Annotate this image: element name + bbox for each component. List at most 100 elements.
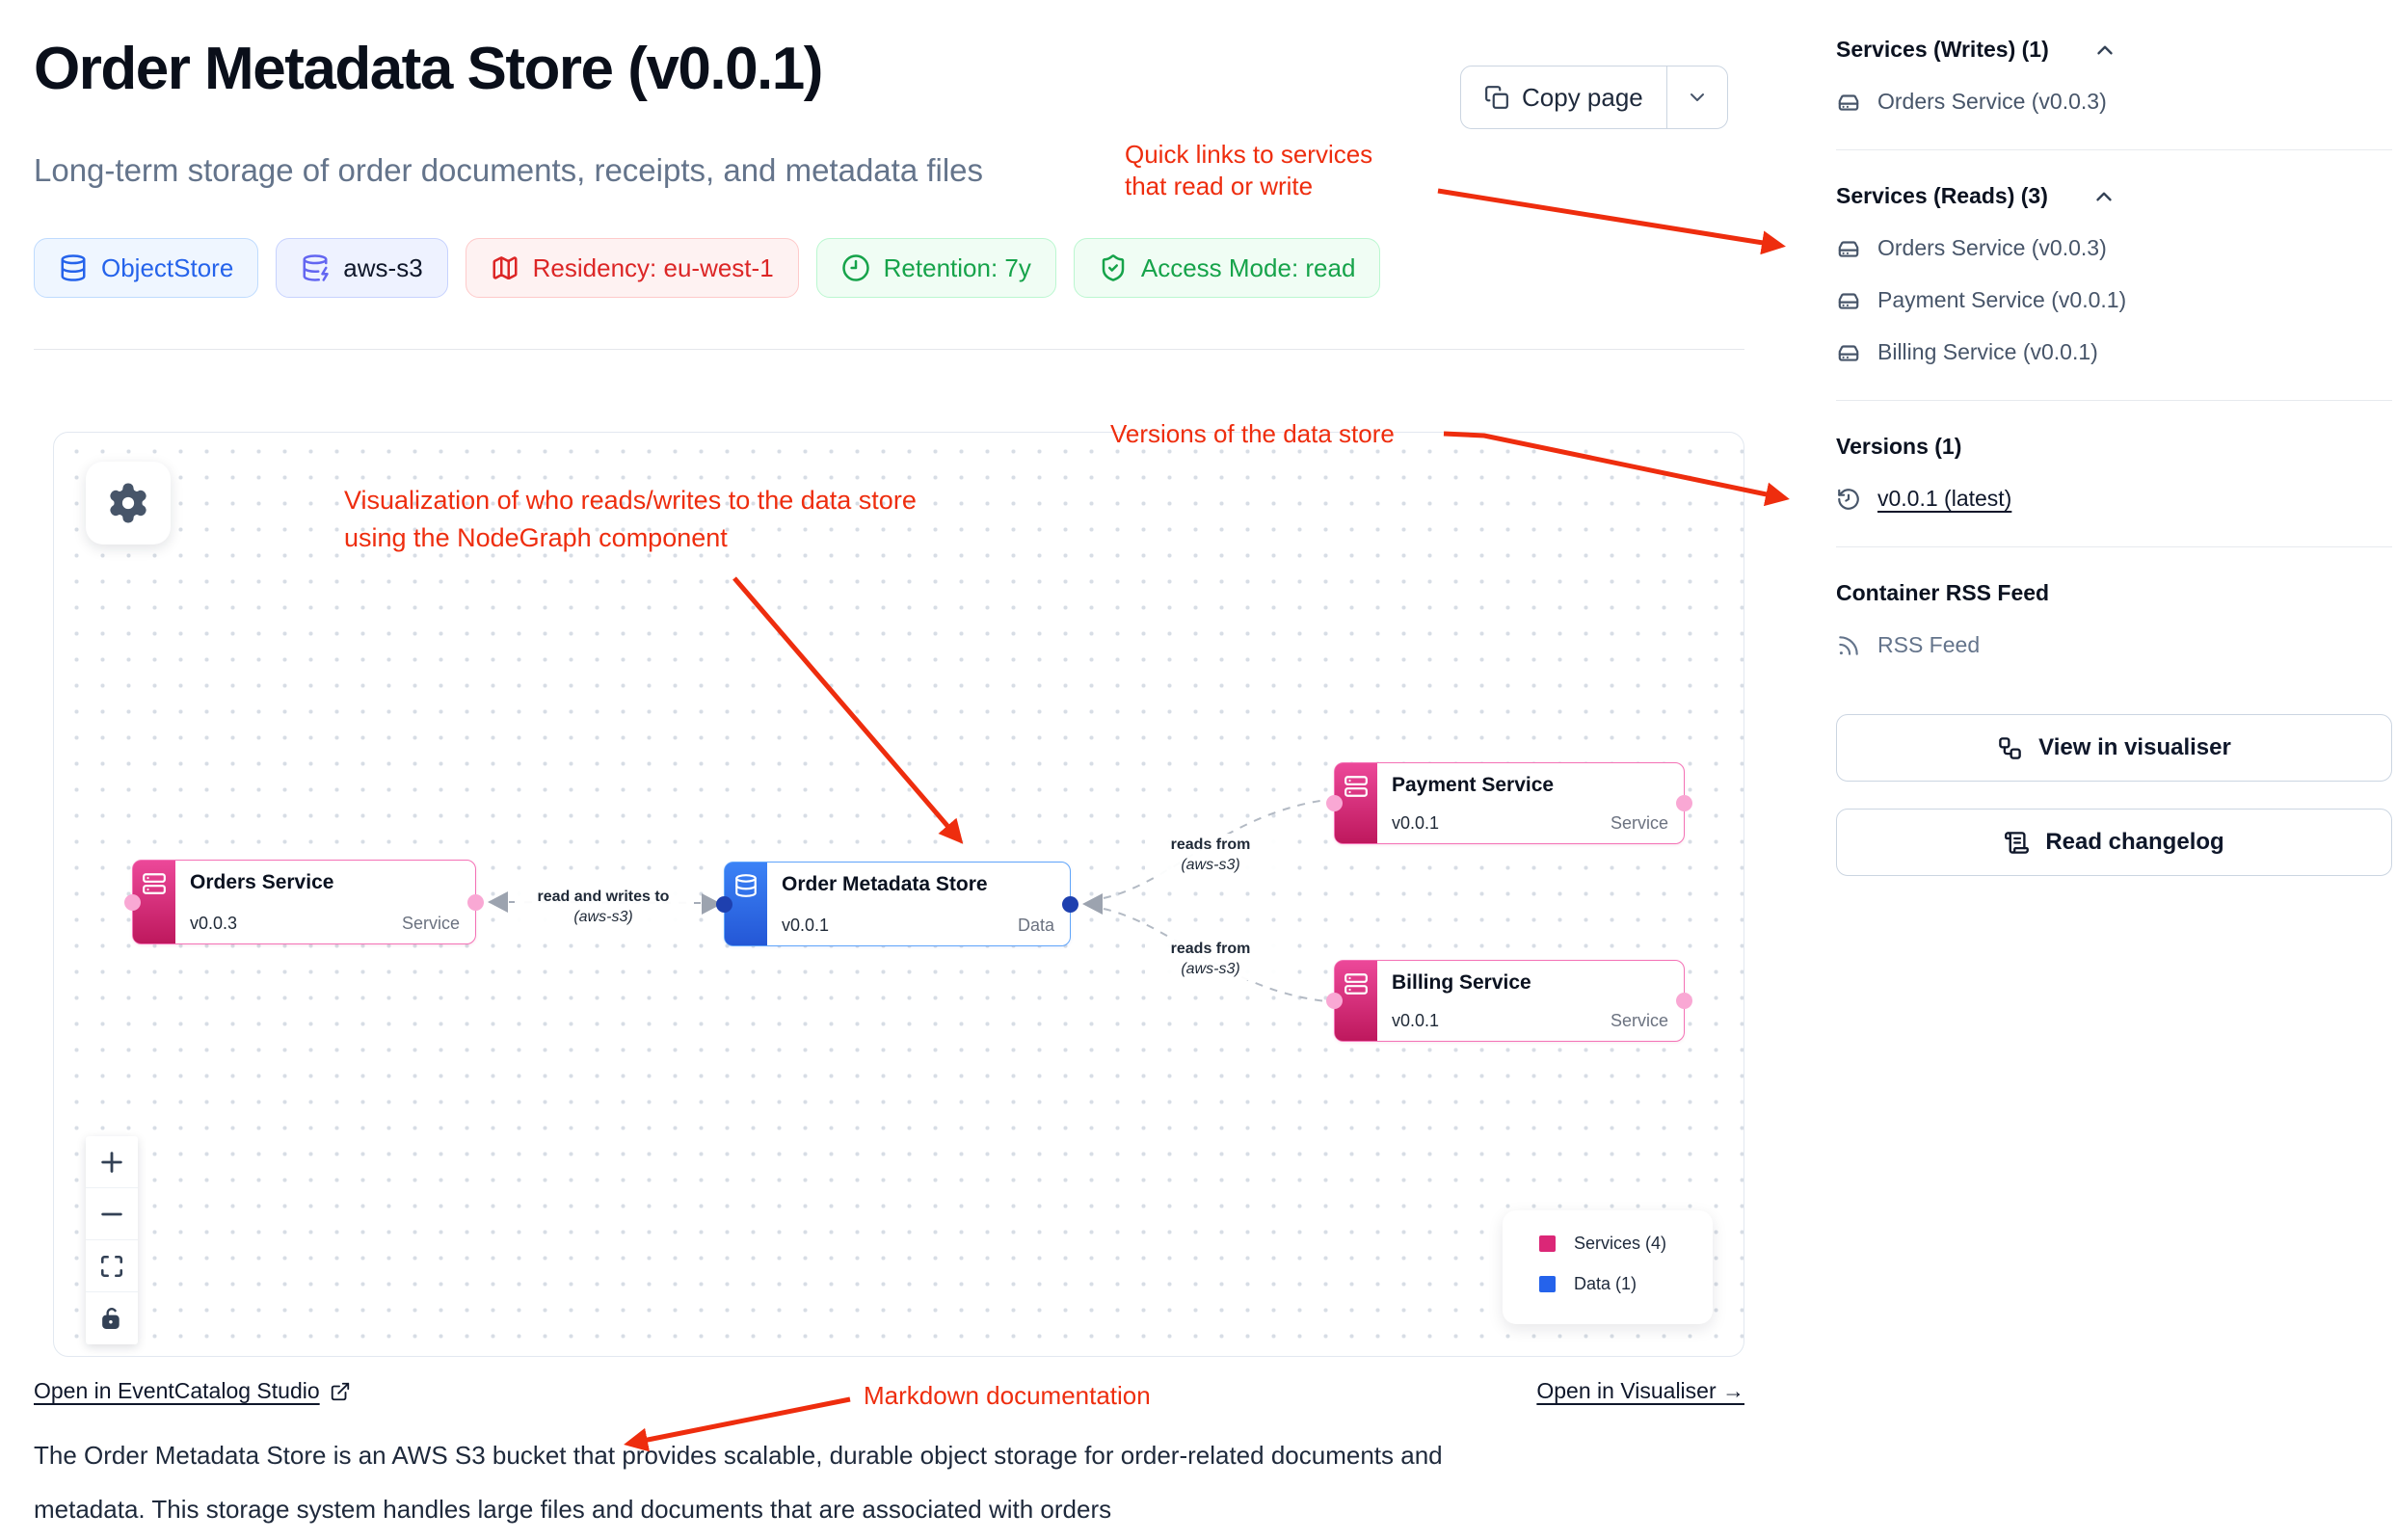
connector-dot[interactable]: [467, 893, 484, 911]
legend-item-data[interactable]: Data (1): [1539, 1274, 1713, 1294]
node-version: v0.0.1: [1392, 813, 1440, 833]
sidebar-heading-services-writes: Services (Writes) (1): [1836, 37, 2392, 63]
chevron-up-icon[interactable]: [2092, 38, 2117, 63]
map-icon: [491, 253, 519, 282]
read-changelog-button[interactable]: Read changelog: [1836, 809, 2392, 876]
plus-icon: [101, 1151, 122, 1173]
annotation-quick-links: Quick links to services that read or wri…: [1125, 140, 1373, 200]
minus-icon: [101, 1212, 122, 1215]
node-title: Payment Service: [1392, 774, 1555, 796]
open-in-visualiser-link[interactable]: Open in Visualiser →: [1536, 1378, 1744, 1403]
sidebar-actions: View in visualiser Read changelog: [1836, 714, 2392, 876]
open-in-eventcatalog-studio-link[interactable]: Open in EventCatalog Studio: [34, 1378, 351, 1404]
copy-page-split-button: Copy page: [1460, 66, 1729, 129]
database-zap-icon: [301, 253, 330, 282]
legend-swatch-services: [1539, 1235, 1556, 1252]
edge-label-read-write: read and writes to (aws-s3): [515, 886, 692, 928]
graph-node-orders-service[interactable]: Orders Service v0.0.3 Service: [124, 860, 484, 944]
badge-row: ObjectStore aws-s3 Residency: eu-west-1 …: [34, 238, 1381, 298]
studio-link-label: Open in EventCatalog Studio: [34, 1378, 320, 1403]
badge-objectstore[interactable]: ObjectStore: [34, 238, 259, 298]
legend-label: Services (4): [1574, 1234, 1667, 1253]
external-link-icon: [330, 1381, 351, 1402]
server-icon: [1344, 973, 1368, 995]
markdown-documentation-paragraph: The Order Metadata Store is an AWS S3 bu…: [34, 1441, 1443, 1524]
graph-node-billing-service[interactable]: Billing Service v0.0.1 Service: [1326, 960, 1692, 1042]
graph-node-payment-service[interactable]: Payment Service v0.0.1 Service: [1326, 762, 1692, 844]
badge-access-mode[interactable]: Access Mode: read: [1073, 238, 1381, 298]
edge-label-reads-from-payment: reads from (aws-s3): [1145, 834, 1276, 876]
node-type: Service: [1610, 1011, 1668, 1030]
node-graph-canvas[interactable]: read and writes to (aws-s3) reads from (…: [53, 432, 1744, 1357]
node-type: Service: [1610, 813, 1668, 833]
database-icon: [735, 874, 757, 897]
gear-icon: [106, 481, 150, 525]
graph-controls: [86, 1136, 138, 1344]
legend-item-services[interactable]: Services (4): [1539, 1234, 1713, 1254]
badge-retention[interactable]: Retention: 7y: [815, 238, 1056, 298]
badge-label: ObjectStore: [101, 252, 234, 282]
copy-page-label: Copy page: [1522, 82, 1643, 112]
sidebar: Services (Writes) (1) Orders Service (v0…: [1836, 37, 2392, 903]
node-title: Orders Service: [190, 871, 334, 893]
sidebar-heading-rss: Container RSS Feed: [1836, 580, 2050, 605]
lock-toggle-button[interactable]: [86, 1292, 138, 1344]
node-type: Data: [1017, 916, 1054, 935]
node-stripe: [133, 861, 175, 943]
sidebar-item-orders-service-writes[interactable]: Orders Service (v0.0.3): [1836, 89, 2392, 115]
sidebar-item-version-latest[interactable]: v0.0.1 (latest): [1836, 486, 2392, 512]
connector-dot[interactable]: [1062, 895, 1078, 913]
sidebar-divider: [1836, 400, 2392, 401]
page-title: Order Metadata Store (v0.0.1): [34, 36, 823, 102]
server-icon: [1344, 776, 1368, 797]
workflow-icon: [1999, 736, 2021, 759]
graph-settings-button[interactable]: [86, 462, 171, 544]
database-icon: [59, 253, 88, 282]
annotation-versions: Versions of the data store: [1110, 419, 1395, 448]
badge-label: Retention: 7y: [883, 252, 1031, 282]
zoom-in-button[interactable]: [86, 1136, 138, 1188]
shield-check-icon: [1099, 253, 1128, 282]
connector-dot[interactable]: [1326, 993, 1343, 1009]
button-divider: [1665, 66, 1668, 128]
sidebar-item-orders-service-reads[interactable]: Orders Service (v0.0.3): [1836, 235, 2392, 261]
connector-dot[interactable]: [1326, 795, 1343, 811]
hard-drive-icon: [1838, 344, 1859, 361]
sidebar-item-rss-feed[interactable]: RSS Feed: [1836, 632, 2392, 658]
graph-node-order-metadata-store[interactable]: Order Metadata Store v0.0.1 Data: [716, 862, 1078, 946]
fit-view-icon: [100, 1255, 123, 1277]
node-version: v0.0.3: [190, 914, 238, 933]
annotation-markdown: Markdown documentation: [864, 1381, 1151, 1410]
connector-dot[interactable]: [1676, 993, 1692, 1009]
chevron-down-icon: [1686, 86, 1709, 109]
scroll-text-icon: [2005, 831, 2030, 854]
sidebar-heading-versions: Versions (1): [1836, 434, 1962, 459]
copy-page-menu-button[interactable]: [1667, 66, 1727, 128]
badge-label: aws-s3: [343, 252, 423, 282]
badge-aws-s3[interactable]: aws-s3: [276, 238, 448, 298]
badge-residency[interactable]: Residency: eu-west-1: [465, 238, 799, 298]
connector-dot[interactable]: [1676, 795, 1692, 811]
node-title: Billing Service: [1392, 971, 1531, 994]
node-title: Order Metadata Store: [782, 873, 988, 895]
server-icon: [143, 873, 166, 894]
node-type: Service: [401, 914, 460, 933]
connector-dot[interactable]: [124, 893, 141, 911]
view-in-visualiser-button[interactable]: View in visualiser: [1836, 714, 2392, 782]
rss-icon: [1839, 635, 1858, 655]
zoom-out-button[interactable]: [86, 1188, 138, 1240]
sidebar-divider: [1836, 149, 2392, 150]
copy-page-button[interactable]: Copy page: [1461, 66, 1666, 128]
clock-icon: [841, 253, 870, 282]
hard-drive-icon: [1838, 292, 1859, 309]
fit-view-button[interactable]: [86, 1240, 138, 1292]
node-version: v0.0.1: [782, 916, 830, 935]
graph-legend: Services (4) Data (1): [1503, 1210, 1713, 1324]
sidebar-divider: [1836, 546, 2392, 547]
sidebar-item-payment-service-reads[interactable]: Payment Service (v0.0.1): [1836, 287, 2392, 313]
connector-dot[interactable]: [716, 895, 732, 913]
sidebar-item-billing-service-reads[interactable]: Billing Service (v0.0.1): [1836, 339, 2392, 365]
chevron-up-icon[interactable]: [2091, 184, 2116, 209]
badge-label: Residency: eu-west-1: [532, 252, 774, 282]
